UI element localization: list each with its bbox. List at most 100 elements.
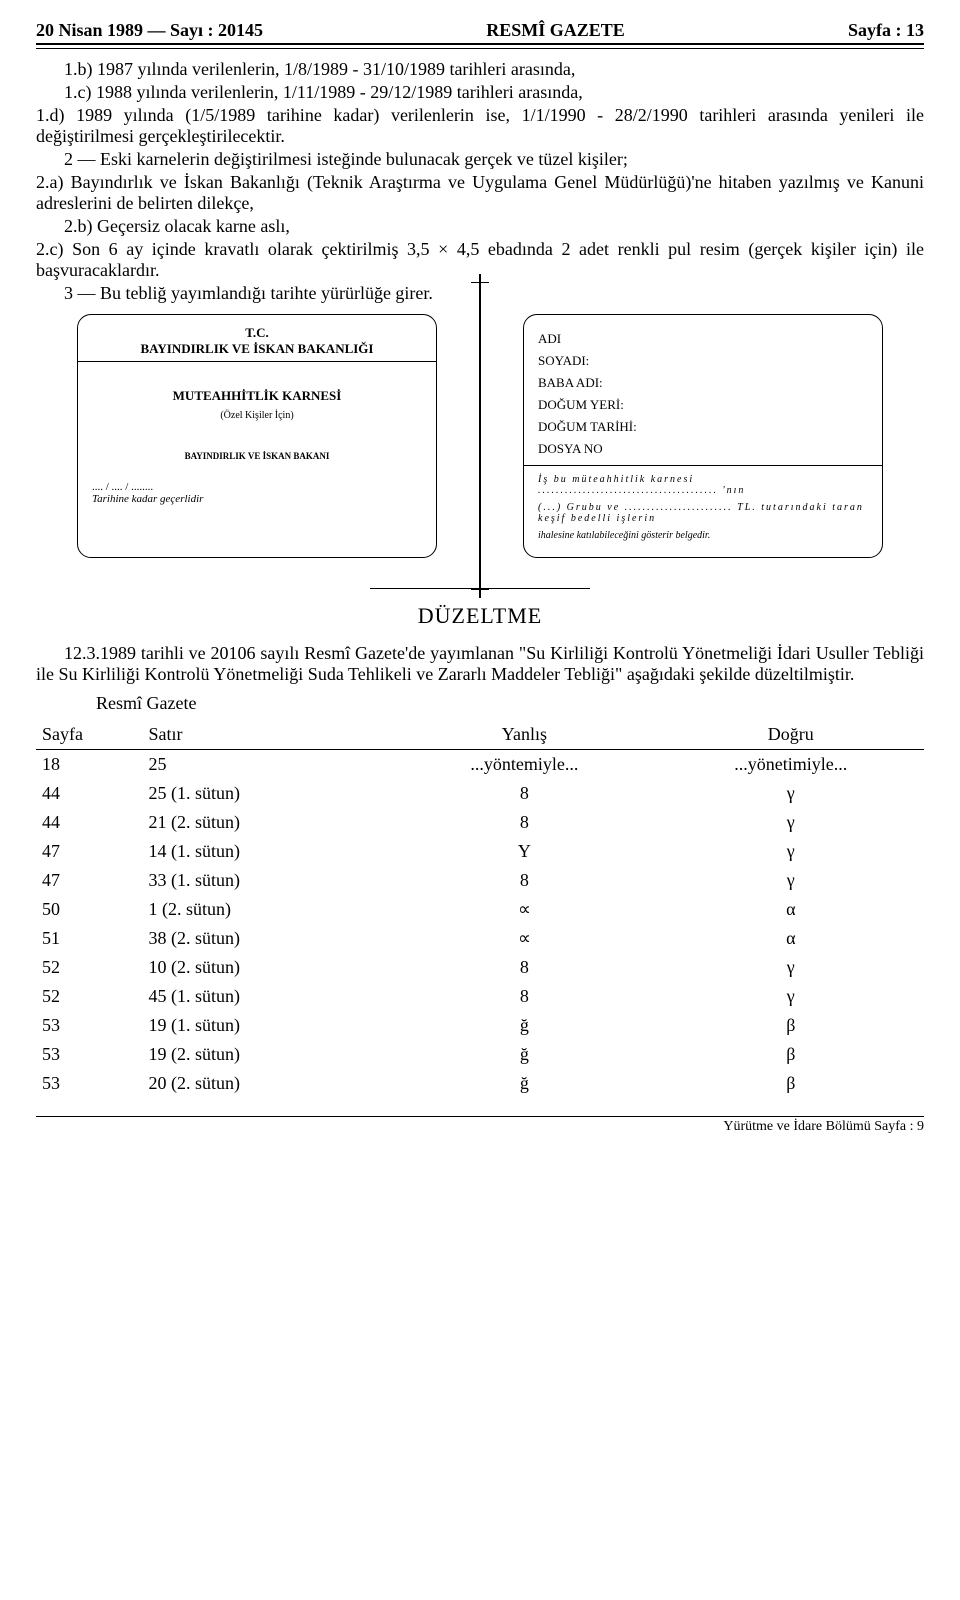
form-karne-title: MUTEAHHİTLİK KARNESİ [92,388,422,404]
header-left: 20 Nisan 1989 — Sayı : 20145 [36,20,263,41]
table-cell: 14 (1. sütun) [143,837,392,866]
table-row: 5245 (1. sütun)8γ [36,982,924,1011]
form-tc: T.C. [92,325,422,341]
table-cell: 53 [36,1011,143,1040]
table-cell: γ [658,982,924,1011]
table-cell: 51 [36,924,143,953]
table-cell: 44 [36,808,143,837]
form-dtarihi: DOĞUM TARİHİ: [538,419,868,435]
form-adi: ADI [538,331,868,347]
table-cell: 8 [391,982,657,1011]
form-valid-text: Tarihine kadar geçerlidir [92,493,422,505]
form-dyeri: DOĞUM YERİ: [538,397,868,413]
table-cell: 8 [391,953,657,982]
form-dosya: DOSYA NO [538,441,868,457]
table-cell: ...yönetimiyle... [658,750,924,780]
form-left-box: T.C. BAYINDIRLIK VE İSKAN BAKANLIĞI MUTE… [77,314,437,558]
table-cell: ğ [391,1069,657,1098]
para-2: 2 — Eski karnelerin değiştirilmesi isteğ… [64,149,924,170]
table-cell: 20 (2. sütun) [143,1069,392,1098]
table-cell: ğ [391,1040,657,1069]
duzeltme-intro: 12.3.1989 tarihli ve 20106 sayılı Resmî … [36,643,924,685]
table-cell: γ [658,953,924,982]
form-divider [477,314,483,558]
table-cell: γ [658,837,924,866]
form-minister: BAYINDIRLIK VE İSKAN BAKANI [92,451,422,461]
form-baba: BABA ADI: [538,375,868,391]
table-cell: 19 (1. sütun) [143,1011,392,1040]
form-right-box: ADI SOYADI: BABA ADI: DOĞUM YERİ: DOĞUM … [523,314,883,558]
form-line2: (...) Grubu ve ........................ … [538,502,868,524]
table-row: 4733 (1. sütun)8γ [36,866,924,895]
header-center: RESMÎ GAZETE [486,20,625,41]
table-cell: 47 [36,837,143,866]
correction-table: Sayfa Satır Yanlış Doğru 1825...yöntemiy… [36,720,924,1098]
table-cell: ∝ [391,924,657,953]
table-cell: 1 (2. sütun) [143,895,392,924]
para-2b: 2.b) Geçersiz olacak karne aslı, [64,216,924,237]
table-cell: 53 [36,1040,143,1069]
form-line1: İş bu müteahhitlik karnesi .............… [538,474,868,496]
table-cell: γ [658,808,924,837]
header-right: Sayfa : 13 [848,20,924,41]
table-row: 5320 (2. sütun)ğβ [36,1069,924,1098]
table-cell: 19 (2. sütun) [143,1040,392,1069]
table-cell: 38 (2. sütun) [143,924,392,953]
col-yanlis: Yanlış [391,720,657,750]
col-satir: Satır [143,720,392,750]
para-3: 3 — Bu tebliğ yayımlandığı tarihte yürür… [64,283,924,304]
table-cell: 50 [36,895,143,924]
form-ministry: BAYINDIRLIK VE İSKAN BAKANLIĞI [92,341,422,357]
table-cell: 45 (1. sütun) [143,982,392,1011]
header-rule [36,43,924,49]
rg-head: Resmî Gazete [96,693,924,714]
table-cell: α [658,924,924,953]
page-header: 20 Nisan 1989 — Sayı : 20145 RESMÎ GAZET… [36,20,924,41]
table-cell: γ [658,866,924,895]
table-cell: β [658,1040,924,1069]
table-cell: ...yöntemiyle... [391,750,657,780]
table-cell: 8 [391,866,657,895]
table-cell: 52 [36,982,143,1011]
table-cell: 44 [36,779,143,808]
para-1b: 1.b) 1987 yılında verilenlerin, 1/8/1989… [64,59,924,80]
para-1c: 1.c) 1988 yılında verilenlerin, 1/11/198… [64,82,924,103]
table-row: 5319 (1. sütun)ğβ [36,1011,924,1040]
page-footer: Yürütme ve İdare Bölümü Sayfa : 9 [36,1116,924,1135]
col-sayfa: Sayfa [36,720,143,750]
table-cell: 18 [36,750,143,780]
table-cell: Y [391,837,657,866]
table-row: 5210 (2. sütun)8γ [36,953,924,982]
table-head-row: Sayfa Satır Yanlış Doğru [36,720,924,750]
table-cell: ğ [391,1011,657,1040]
form-line3: ihalesine katılabileceğini gösterir belg… [538,530,868,541]
table-cell: 33 (1. sütun) [143,866,392,895]
table-cell: 47 [36,866,143,895]
col-dogru: Doğru [658,720,924,750]
form-karne-sub: (Özel Kişiler İçin) [92,410,422,421]
table-row: 501 (2. sütun)∝α [36,895,924,924]
table-cell: 25 (1. sütun) [143,779,392,808]
table-cell: γ [658,779,924,808]
table-row: 4421 (2. sütun)8γ [36,808,924,837]
table-cell: ∝ [391,895,657,924]
table-cell: 53 [36,1069,143,1098]
table-cell: 10 (2. sütun) [143,953,392,982]
table-cell: 52 [36,953,143,982]
table-cell: α [658,895,924,924]
form-specimen: T.C. BAYINDIRLIK VE İSKAN BAKANLIĞI MUTE… [36,314,924,558]
table-row: 4714 (1. sütun)Yγ [36,837,924,866]
para-1d: 1.d) 1989 yılında (1/5/1989 tarihine kad… [36,105,924,147]
table-row: 1825...yöntemiyle......yönetimiyle... [36,750,924,780]
table-cell: 8 [391,808,657,837]
table-cell: 25 [143,750,392,780]
table-cell: β [658,1069,924,1098]
table-row: 5138 (2. sütun)∝α [36,924,924,953]
table-cell: β [658,1011,924,1040]
table-row: 4425 (1. sütun)8γ [36,779,924,808]
form-date-dots: .... / .... / ........ [92,481,422,493]
section-rule [370,588,590,589]
table-row: 5319 (2. sütun)ğβ [36,1040,924,1069]
para-2a: 2.a) Bayındırlık ve İskan Bakanlığı (Tek… [36,172,924,214]
form-soyadi: SOYADI: [538,353,868,369]
